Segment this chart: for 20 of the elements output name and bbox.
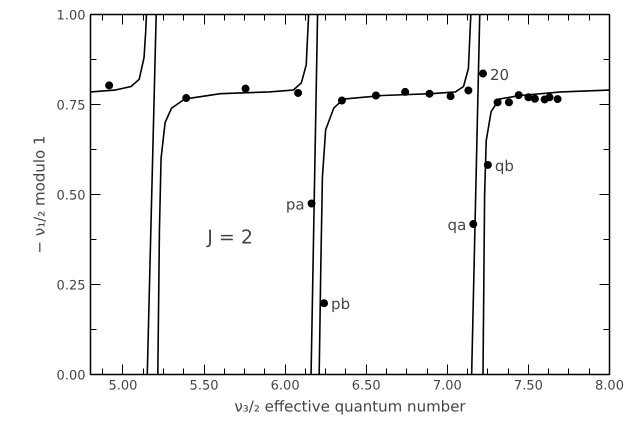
y-tick-label: 0.50 xyxy=(56,188,86,204)
x-tick-label: 5.50 xyxy=(190,378,219,394)
annotation: qb xyxy=(494,156,514,175)
annotation: qa xyxy=(448,216,466,234)
x-tick-label: 6.00 xyxy=(270,378,300,394)
y-tick-label: 0.25 xyxy=(56,278,86,294)
y-tick-label: 0.75 xyxy=(56,98,86,114)
x-tick-label: 7.00 xyxy=(432,378,462,394)
annotation: pa xyxy=(286,196,305,214)
annotation: J = 2 xyxy=(206,226,253,249)
x-tick-label: 6.50 xyxy=(352,378,381,394)
y-tick-label: 0.00 xyxy=(56,368,86,384)
x-tick-label: 8.00 xyxy=(595,378,624,394)
x-tick-label: 7.50 xyxy=(514,378,543,394)
y-tick-label: 1.00 xyxy=(56,8,86,24)
annotation: pb xyxy=(331,295,350,314)
x-tick-label: 5.00 xyxy=(108,378,138,394)
annotation: 20 xyxy=(490,66,510,84)
y-axis-title: − ν₁/₂ modulo 1 xyxy=(30,135,49,254)
x-axis-title: ν₃/₂ effective quantum number xyxy=(234,398,466,416)
